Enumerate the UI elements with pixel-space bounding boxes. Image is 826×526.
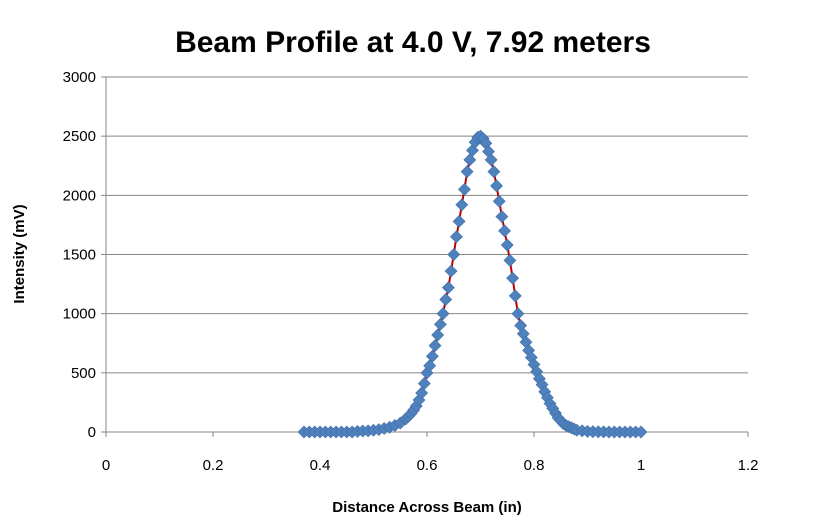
y-tick-label-2: 1000 bbox=[63, 306, 96, 323]
y-axis-label: Intensity (mV) bbox=[11, 204, 28, 303]
data-points bbox=[297, 129, 648, 439]
data-point bbox=[431, 328, 445, 342]
data-point bbox=[436, 307, 450, 321]
y-tick-label-6: 3000 bbox=[63, 69, 96, 86]
data-point bbox=[444, 264, 458, 278]
data-point bbox=[634, 425, 648, 439]
grid bbox=[106, 76, 748, 374]
x-tick-label-6: 1.2 bbox=[738, 457, 759, 474]
data-point bbox=[455, 198, 469, 212]
data-point bbox=[503, 253, 517, 267]
data-point bbox=[423, 359, 437, 373]
chart-title: Beam Profile at 4.0 V, 7.92 meters bbox=[175, 26, 651, 59]
data-point bbox=[450, 230, 463, 244]
data-point bbox=[417, 377, 431, 390]
series-line-0 bbox=[303, 134, 641, 433]
data-point bbox=[458, 182, 471, 196]
data-point bbox=[441, 281, 455, 295]
data-point bbox=[452, 214, 466, 228]
y-tick-label-1: 500 bbox=[71, 365, 96, 382]
data-point bbox=[500, 238, 514, 252]
x-tick-label-5: 1 bbox=[637, 457, 645, 474]
data-point bbox=[490, 179, 503, 193]
data-point bbox=[508, 289, 522, 303]
data-point bbox=[433, 317, 447, 331]
x-axis-label: Distance Across Beam (in) bbox=[332, 499, 522, 516]
x-tick-label-0: 0 bbox=[102, 457, 110, 474]
data-point bbox=[495, 210, 509, 224]
data-point bbox=[511, 307, 525, 321]
x-tick-label-2: 0.4 bbox=[310, 457, 331, 474]
data-point bbox=[415, 386, 429, 400]
data-point bbox=[425, 349, 439, 363]
data-point bbox=[487, 165, 501, 179]
data-point bbox=[506, 271, 520, 285]
data-point bbox=[492, 194, 506, 208]
data-point bbox=[463, 153, 477, 167]
data-point bbox=[428, 339, 442, 353]
x-tick-label-4: 0.8 bbox=[524, 457, 545, 474]
y-tick-label-3: 1500 bbox=[63, 247, 96, 264]
data-point bbox=[439, 293, 453, 306]
data-point bbox=[484, 153, 498, 167]
x-tick-label-3: 0.6 bbox=[417, 457, 438, 474]
tick-labels: 0 500 1000 1500 2000 2500 3000 0 0.2 0.4 0.6 0.8 1 1.… bbox=[63, 69, 759, 474]
data-point bbox=[460, 165, 474, 179]
y-tick-label-5: 2500 bbox=[63, 128, 96, 145]
y-tick-label-4: 2000 bbox=[63, 187, 96, 204]
y-tick-label-0: 0 bbox=[88, 424, 96, 441]
series-line bbox=[303, 134, 641, 433]
x-tick-label-1: 0.2 bbox=[203, 457, 224, 474]
data-point bbox=[498, 224, 511, 238]
data-point bbox=[447, 248, 461, 261]
